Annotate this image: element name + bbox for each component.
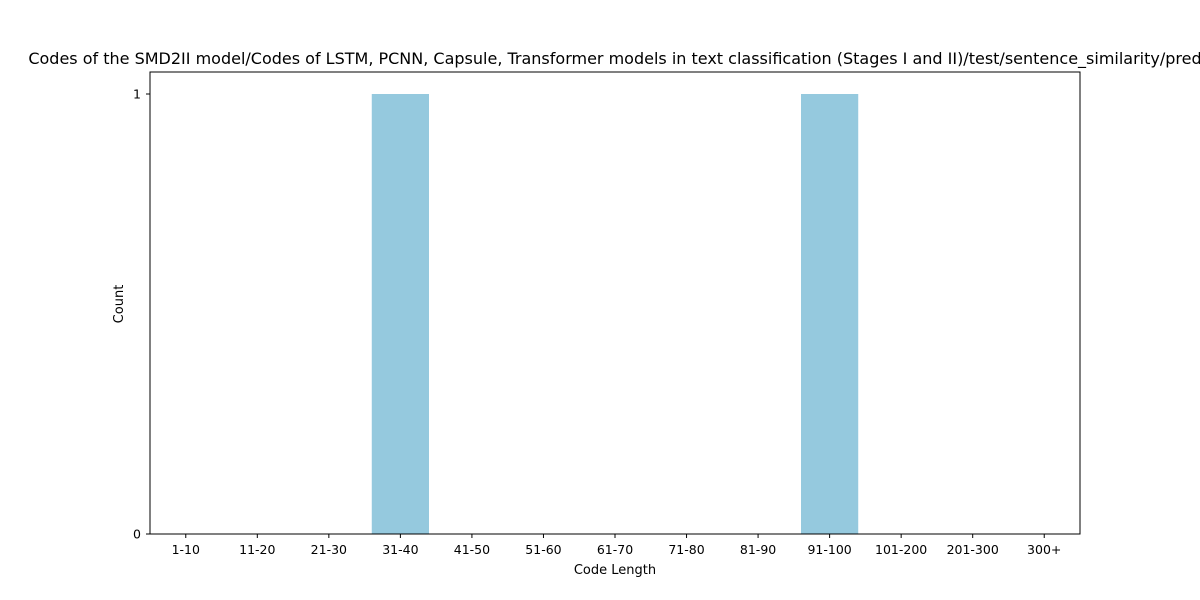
x-tick-label: 101-200	[875, 542, 927, 557]
chart-title: Codes of the SMD2II model/Codes of LSTM,…	[28, 49, 1200, 69]
x-tick-label: 11-20	[239, 542, 275, 557]
y-axis-label: Count	[112, 285, 127, 324]
x-tick-label: 81-90	[740, 542, 776, 557]
x-ticks-layer: 1-10 11-20 21-30 31-40 41-50 51-60 61-70 71-80 8…	[172, 534, 1061, 557]
x-tick-label: 71-80	[668, 542, 704, 557]
x-tick-label: 41-50	[454, 542, 490, 557]
x-tick-label: 61-70	[597, 542, 633, 557]
x-axis-label: Code Length	[574, 563, 656, 578]
y-ticks-layer: 01	[133, 87, 150, 542]
plot-frame	[149, 71, 1081, 535]
bar-91-100	[801, 94, 859, 534]
x-tick-label: 21-30	[311, 542, 347, 557]
x-tick-label: 51-60	[525, 542, 561, 557]
bars-layer	[371, 94, 859, 534]
x-tick-label: 31-40	[382, 542, 418, 557]
y-tick-label: 0	[133, 527, 141, 542]
x-tick-label: 201-300	[947, 542, 999, 557]
x-tick-label: 91-100	[807, 542, 851, 557]
x-tick-label: 1-10	[172, 542, 200, 557]
y-tick-label: 1	[133, 87, 141, 102]
x-tick-label: 300+	[1027, 542, 1061, 557]
bar-31-40	[371, 94, 429, 534]
